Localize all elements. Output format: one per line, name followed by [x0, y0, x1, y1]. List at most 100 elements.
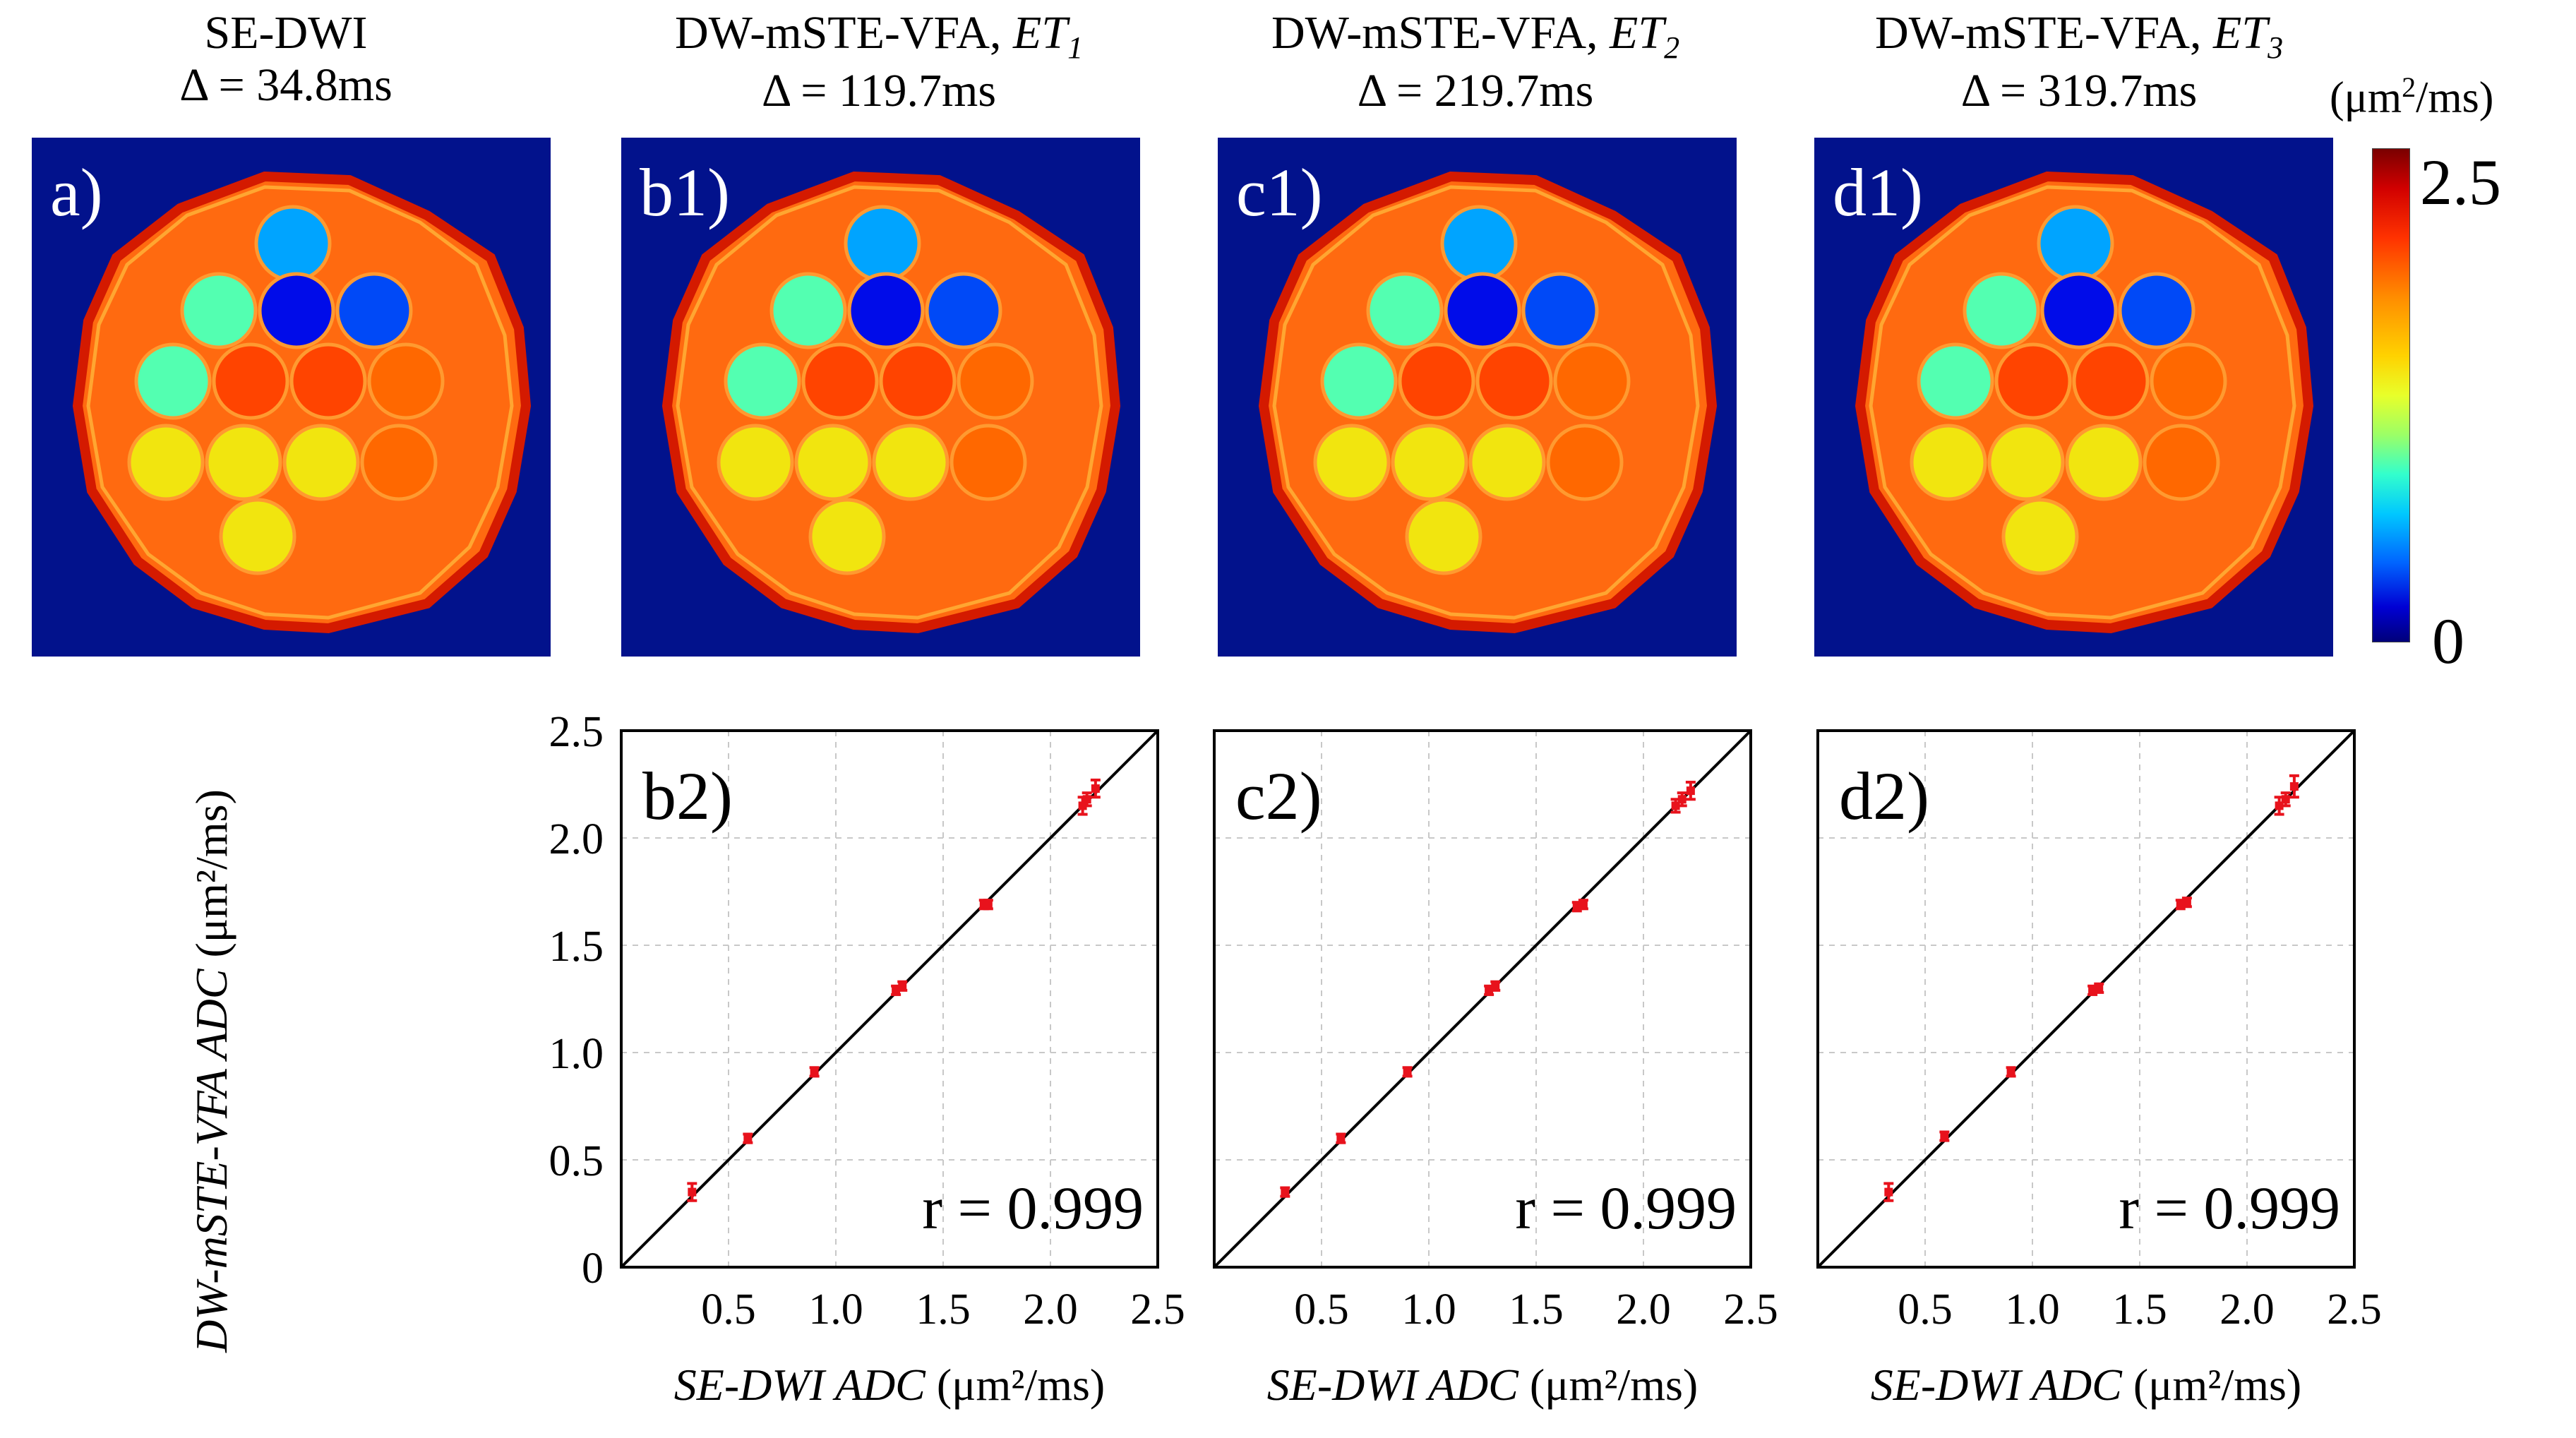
- title-line2: Δ = 119.7ms: [761, 65, 997, 117]
- map-title-b1: DW-mSTE-VFA, ET1 Δ = 119.7ms: [597, 7, 1161, 117]
- vial: [2150, 342, 2227, 420]
- data-point: [1677, 795, 1687, 804]
- data-point: [2275, 801, 2284, 810]
- data-point: [1485, 985, 1494, 995]
- colorbar-max-label: 2.5: [2420, 146, 2501, 218]
- x-tick-label: 0.5: [1898, 1286, 1953, 1334]
- colorbar: [2372, 148, 2410, 642]
- phantom-rim: [676, 185, 1103, 620]
- vial: [212, 342, 289, 420]
- correlation-annotation: r = 0.999: [1515, 1174, 1737, 1242]
- vial: [367, 342, 445, 420]
- phantom-image: [1855, 171, 2314, 634]
- unit-suffix: /ms): [2416, 73, 2494, 122]
- vial: [1475, 342, 1553, 420]
- plot-frame: [620, 729, 1159, 1269]
- vial: [925, 272, 1002, 349]
- title-line1: DW-mSTE-VFA, ET2: [1193, 7, 1758, 65]
- unit-prefix: (μm: [2330, 73, 2402, 122]
- vial: [724, 342, 801, 420]
- scatter-plot-c2: 0.5 1.0 1.5 2.0 2.5 c2) r = 0.999: [1213, 729, 1778, 1334]
- phantom-image: [1258, 171, 1718, 634]
- correlation-annotation: r = 0.999: [2119, 1174, 2340, 1242]
- vial: [2143, 424, 2220, 501]
- data-point: [2182, 898, 2191, 907]
- panel-label: a): [50, 155, 103, 230]
- panel-label: c1): [1236, 155, 1323, 230]
- vial: [289, 342, 367, 420]
- vial: [769, 272, 847, 349]
- phantom-rim: [86, 185, 514, 620]
- adc-map-c1: c1): [1218, 138, 1737, 657]
- data-point: [1281, 1187, 1290, 1197]
- vial: [1553, 342, 1631, 420]
- data-point: [2281, 795, 2290, 804]
- vial: [879, 342, 957, 420]
- ylabel-unit: (μm²/ms): [186, 789, 236, 958]
- y-tick-label: 1.5: [549, 923, 604, 971]
- vial: [2118, 272, 2195, 349]
- vial: [1994, 342, 2072, 420]
- y-tick-label: 2.5: [549, 708, 604, 756]
- data-point: [810, 1067, 819, 1077]
- panel-label: b2): [642, 758, 733, 834]
- vial: [134, 342, 212, 420]
- ylabel-italic: DW-mSTE-VFA ADC: [186, 969, 236, 1353]
- vial: [1910, 424, 1987, 501]
- unit-sup: 2: [2402, 71, 2416, 103]
- map-title-a: SE-DWI Δ = 34.8ms: [32, 7, 540, 112]
- vial: [2065, 424, 2143, 501]
- vial: [801, 342, 879, 420]
- x-tick-label: 1.5: [1509, 1286, 1564, 1334]
- vial: [794, 424, 872, 501]
- vial: [282, 424, 360, 501]
- data-point: [892, 985, 901, 995]
- vial: [949, 424, 1027, 501]
- x-tick-label: 0.5: [701, 1286, 756, 1334]
- phantom-image: [72, 171, 532, 634]
- map-title-c1: DW-mSTE-VFA, ET2 Δ = 219.7ms: [1193, 7, 1758, 117]
- adc-map-b1: b1): [621, 138, 1140, 657]
- x-tick-label: 2.5: [1723, 1286, 1778, 1334]
- vial: [1313, 424, 1391, 501]
- x-tick-label: 1.0: [1401, 1286, 1456, 1334]
- title-et: ET: [2213, 7, 2268, 59]
- title-et-sub: 1: [1067, 30, 1084, 66]
- vial: [1521, 272, 1599, 349]
- title-line2: Δ = 319.7ms: [1960, 65, 2198, 117]
- data-point: [1884, 1187, 1893, 1197]
- panel-label: d2): [1839, 758, 1929, 834]
- title-line1: DW-mSTE-VFA, ET3: [1797, 7, 2361, 65]
- adc-map-d1: d1): [1814, 138, 2333, 657]
- x-tick-label: 2.0: [1023, 1286, 1078, 1334]
- identity-line: [620, 729, 1159, 1269]
- y-axis-label: DW-mSTE-VFA ADC (μm²/ms): [186, 718, 238, 1424]
- title-et-sub: 3: [2268, 30, 2284, 66]
- x-tick-label: 0.5: [1294, 1286, 1349, 1334]
- plot-frame: [1816, 729, 2356, 1269]
- data-point: [2095, 983, 2104, 993]
- data-point: [688, 1187, 697, 1197]
- x-tick-label: 1.5: [2112, 1286, 2167, 1334]
- vial: [1468, 424, 1546, 501]
- phantom-rim: [1869, 185, 2296, 620]
- vial: [1987, 424, 2065, 501]
- x-tick-label: 2.0: [1616, 1286, 1671, 1334]
- adc-map-a: a): [32, 138, 551, 657]
- data-point: [898, 981, 907, 990]
- title-seq: DW-mSTE-VFA,: [674, 7, 1014, 59]
- x-axis-label-c2: SE-DWI ADC (μm²/ms): [1266, 1360, 1699, 1410]
- vial: [1444, 272, 1521, 349]
- correlation-annotation: r = 0.999: [922, 1174, 1144, 1242]
- vial: [258, 272, 335, 349]
- panel-label: c2): [1235, 758, 1322, 834]
- x-tick-label: 2.5: [2327, 1286, 2382, 1334]
- data-point: [983, 900, 993, 909]
- data-point: [1491, 981, 1500, 990]
- vial: [1398, 342, 1475, 420]
- scatter-plot-b2: 0.5 1.0 1.5 2.0 2.5 0 0.5 1.0 1.5 2.0 2.5 b2) r = 0.…: [549, 708, 1185, 1334]
- title-line2: Δ = 34.8ms: [179, 59, 393, 111]
- x-axis-label-b2: SE-DWI ADC (μm²/ms): [673, 1360, 1106, 1410]
- data-point: [1671, 801, 1680, 810]
